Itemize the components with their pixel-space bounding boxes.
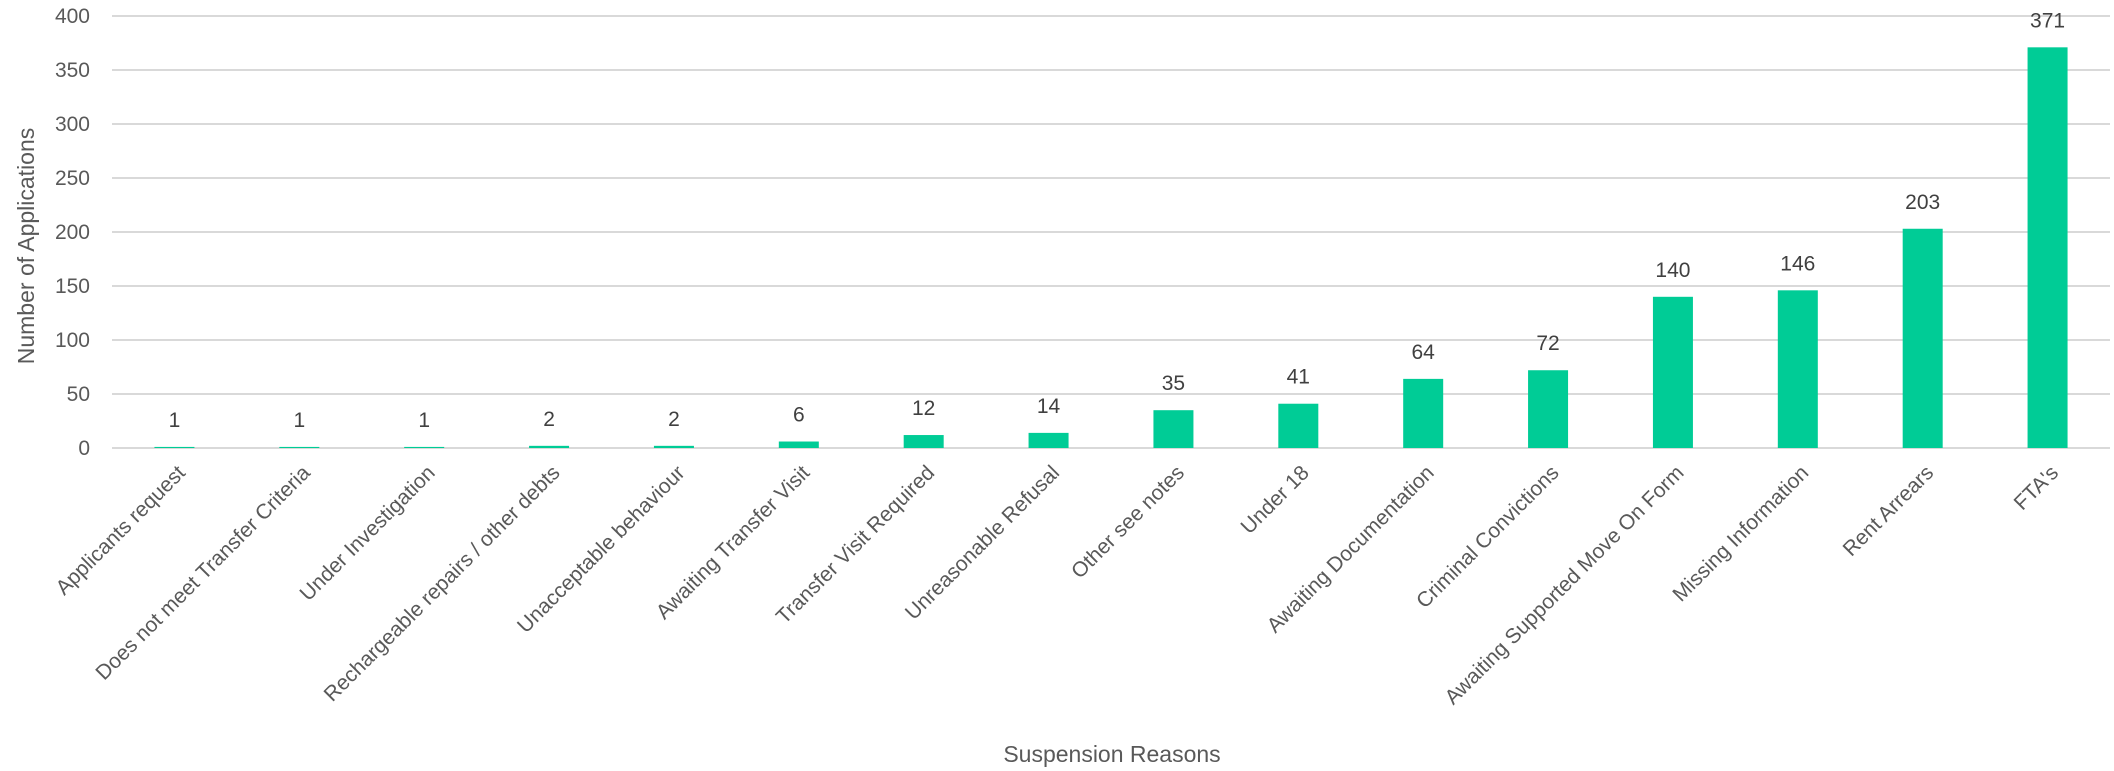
- y-tick-label: 350: [55, 59, 90, 82]
- bar: [1777, 290, 1818, 448]
- bar: [1403, 378, 1444, 448]
- x-tick-label: Does not meet Transfer Criteria: [91, 461, 315, 685]
- data-label: 6: [793, 404, 805, 427]
- y-tick-label: 300: [55, 113, 90, 136]
- x-tick-label: Applicants request: [52, 461, 191, 600]
- bar: [1278, 403, 1319, 448]
- bar: [154, 446, 195, 448]
- bar: [2027, 47, 2068, 448]
- bar: [1652, 296, 1693, 448]
- data-label: 2: [543, 408, 555, 431]
- data-label: 1: [418, 409, 430, 432]
- data-label: 14: [1037, 395, 1061, 418]
- gridlines: [112, 15, 2110, 449]
- bar: [903, 435, 944, 448]
- y-tick-label: 200: [55, 221, 90, 244]
- x-axis-title: Suspension Reasons: [1003, 741, 1220, 767]
- x-tick-label: Under 18: [1236, 461, 1313, 538]
- x-tick-label: Awaiting Supported Move On Form: [1441, 461, 1689, 709]
- y-tick-label: 50: [67, 383, 90, 406]
- data-label: 371: [2030, 9, 2065, 32]
- bar: [1902, 228, 1943, 448]
- bar: [529, 445, 570, 448]
- y-tick-label: 250: [55, 167, 90, 190]
- y-tick-label: 400: [55, 5, 90, 28]
- y-tick-label: 100: [55, 329, 90, 352]
- bar: [1028, 432, 1069, 448]
- data-label: 12: [912, 397, 935, 420]
- x-tick-label: Other see notes: [1067, 461, 1189, 583]
- y-tick-label: 0: [78, 437, 90, 460]
- bar: [778, 441, 819, 448]
- bar: [279, 446, 320, 448]
- x-tick-label: Criminal Convictions: [1412, 461, 1564, 613]
- data-label: 140: [1655, 259, 1690, 282]
- data-label: 203: [1905, 191, 1940, 214]
- data-label: 1: [169, 409, 181, 432]
- bar: [404, 446, 445, 448]
- data-label: 146: [1780, 252, 1815, 275]
- y-axis-title: Number of Applications: [13, 128, 39, 365]
- y-axis-ticks: 0 50 100 150 200 250 300 350 400: [55, 5, 90, 460]
- data-label: 64: [1412, 341, 1436, 364]
- bar: [1153, 410, 1194, 448]
- x-tick-label: FTA's: [2010, 461, 2063, 514]
- bars: [154, 47, 2068, 448]
- bar: [1528, 370, 1569, 448]
- data-label: 41: [1287, 366, 1310, 389]
- x-tick-label: Rent Arrears: [1839, 461, 1939, 561]
- data-label: 72: [1536, 332, 1559, 355]
- y-tick-label: 150: [55, 275, 90, 298]
- x-tick-label: Missing Information: [1668, 461, 1813, 606]
- x-tick-label: Under Investigation: [296, 461, 440, 605]
- data-label: 35: [1162, 372, 1185, 395]
- data-label: 2: [668, 408, 680, 431]
- data-label: 1: [293, 409, 305, 432]
- x-tick-label: Rechargeable repairs / other debts: [320, 461, 565, 706]
- bar: [653, 445, 694, 448]
